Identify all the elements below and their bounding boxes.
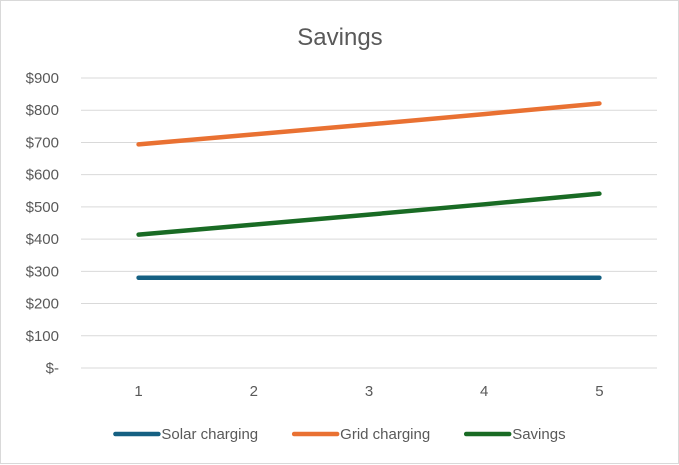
y-tick-label: $700 [26,134,59,151]
y-axis-tick-labels: $- $100 $200 $300 $400 $500 $600 $700 $800 $900 [26,70,59,377]
x-tick-label: 3 [365,383,373,400]
x-tick-label: 5 [595,383,603,400]
legend-item-3: Savings [463,426,566,443]
y-tick-label: $500 [26,199,59,216]
legend-label: Solar charging [161,426,258,443]
y-tick-label: $100 [26,328,59,345]
y-tick-label: $900 [26,70,59,87]
y-tick-label: $800 [26,102,59,119]
gridlines [81,77,657,369]
x-axis-tick-labels: 1 2 3 4 5 [134,383,603,400]
series-line-2 [136,101,602,147]
legend: Solar charging Grid charging Savings [113,426,566,443]
y-tick-label: $200 [26,296,59,313]
y-tick-label: $- [46,360,59,377]
chart-title: Savings [297,24,382,51]
x-tick-label: 2 [250,383,258,400]
y-tick-label: $400 [26,231,59,248]
y-tick-label: $300 [26,263,59,280]
x-tick-label: 4 [480,383,488,400]
series-lines [136,101,602,281]
y-tick-label: $600 [26,167,59,184]
legend-item-2: Grid charging [291,426,430,443]
legend-label: Savings [512,426,565,443]
legend-label: Grid charging [340,426,430,443]
legend-item-1: Solar charging [113,426,258,443]
x-tick-label: 1 [134,383,142,400]
series-line-3 [136,191,602,237]
